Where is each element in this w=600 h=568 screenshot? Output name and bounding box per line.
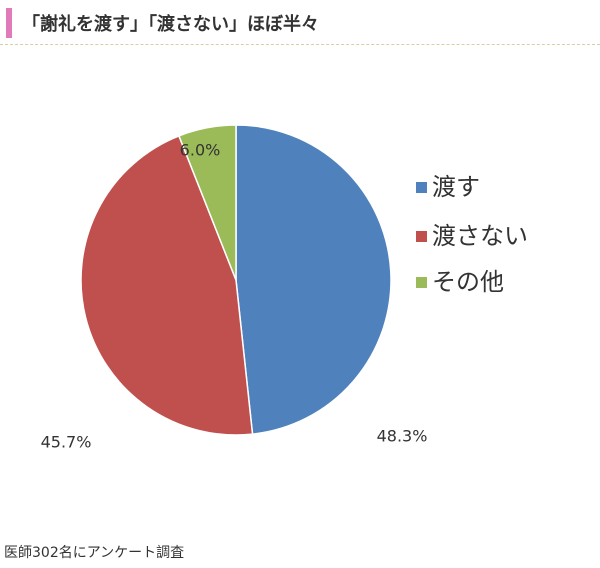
legend-swatch-2 xyxy=(416,231,427,242)
chart-title: 「謝礼を渡す」「渡さない」ほぼ半々 xyxy=(22,14,319,35)
legend-item-3: その他 xyxy=(416,268,504,296)
survey-footnote: 医師302名にアンケート調査 xyxy=(4,545,185,561)
pie-slice-3 xyxy=(177,124,237,281)
legend-item-1: 渡す xyxy=(416,173,480,201)
legend-label-2: 渡さない xyxy=(432,222,528,250)
header-divider xyxy=(0,44,600,45)
header-accent-bar xyxy=(6,8,12,38)
slice-value-label-1: 48.3% xyxy=(377,427,428,446)
legend-label-3: その他 xyxy=(432,268,504,296)
legend-item-2: 渡さない xyxy=(416,222,528,250)
legend-swatch-1 xyxy=(416,182,427,193)
pie-slice-1 xyxy=(235,124,392,435)
legend-swatch-3 xyxy=(416,277,427,288)
pie-slice-2 xyxy=(80,134,254,436)
chart-header: 「謝礼を渡す」「渡さない」ほぼ半々 xyxy=(0,0,600,46)
slice-value-label-3: 6.0% xyxy=(180,141,221,160)
slice-value-label-2: 45.7% xyxy=(41,433,92,452)
legend-label-1: 渡す xyxy=(432,173,480,201)
